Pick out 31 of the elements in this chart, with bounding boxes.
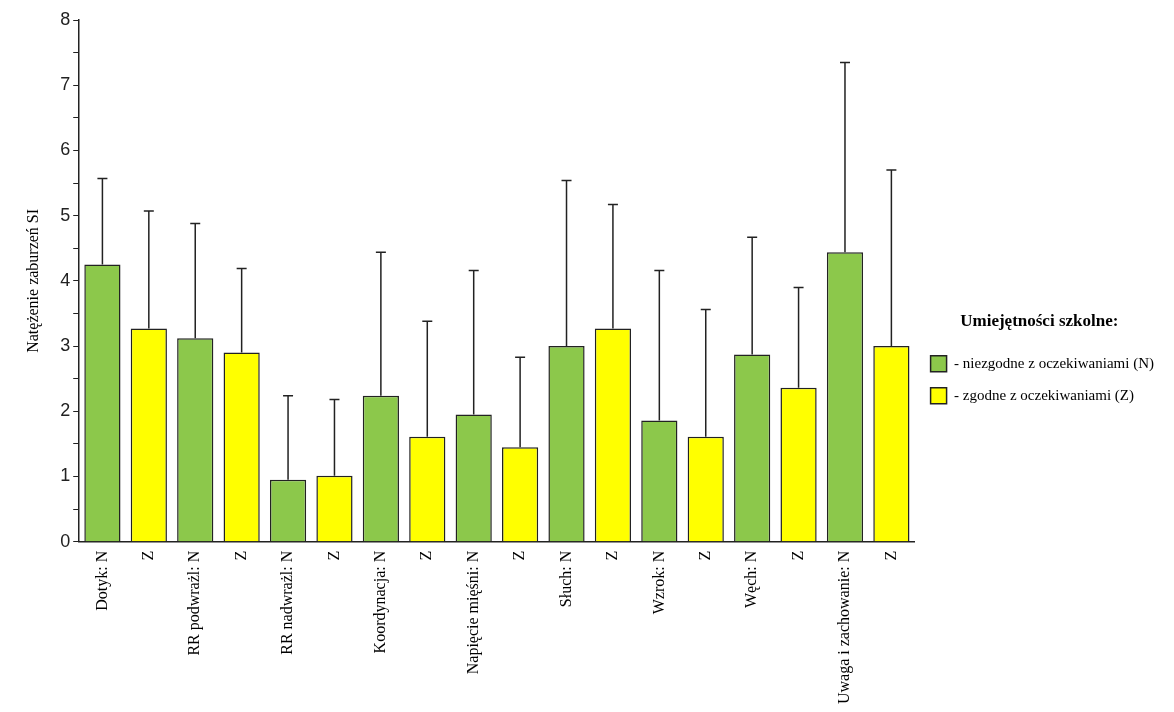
- x-tick-label: Z: [788, 550, 806, 561]
- legend-label: - zgodne z oczekiwaniami (Z): [954, 386, 1135, 404]
- x-tick-label: Z: [881, 550, 899, 561]
- x-tick-label: Dotyk: N: [92, 550, 111, 611]
- legend-title: Umiejętności szkolne:: [960, 311, 1119, 331]
- y-tick-label: 0: [60, 530, 71, 551]
- y-tick-label: 6: [60, 139, 71, 160]
- x-tick-label: Koordynacja: N: [371, 550, 390, 654]
- x-tick-label: RR podwrażl: N: [185, 550, 204, 656]
- x-tick-label: Napięcie mięśni: N: [463, 550, 482, 675]
- legend-label: - niezgodne z oczekiwaniami (N): [954, 354, 1155, 372]
- x-tick-label: Uwaga i zachowanie: N: [835, 550, 854, 704]
- y-tick-label: 4: [60, 269, 71, 290]
- y-tick-label: 3: [60, 335, 71, 356]
- y-axis-title: Natężenie zaburzeń SI: [23, 208, 42, 353]
- x-tick-label: Węch: N: [742, 550, 761, 609]
- y-tick-label: 7: [60, 74, 71, 95]
- y-tick-label: 8: [60, 8, 71, 29]
- x-tick-label: Z: [510, 550, 528, 561]
- x-tick-label: Słuch: N: [556, 550, 574, 608]
- y-tick-label: 5: [60, 204, 71, 225]
- y-tick-label: 2: [60, 400, 71, 421]
- x-tick-label: Z: [324, 550, 342, 561]
- x-tick-label: Z: [231, 550, 249, 561]
- x-tick-label: Wzrok: N: [649, 550, 667, 615]
- x-tick-label: Z: [695, 550, 713, 561]
- x-tick-label: Z: [139, 550, 157, 561]
- y-tick-label: 1: [60, 465, 71, 486]
- x-tick-label: Z: [603, 550, 621, 561]
- x-tick-label: Z: [417, 550, 435, 561]
- x-tick-label: RR nadwrażl: N: [278, 550, 296, 655]
